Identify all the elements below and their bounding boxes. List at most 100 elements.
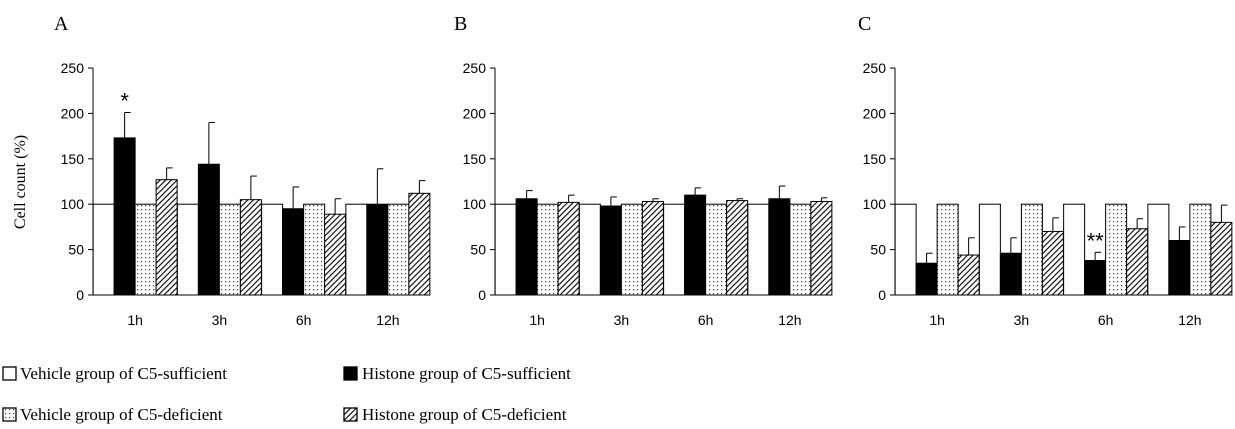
- y-tick-label: 100: [863, 196, 887, 212]
- legend-label: Histone group of C5-deficient: [362, 405, 567, 424]
- bar: [810, 200, 833, 296]
- bar: [915, 262, 938, 296]
- bar: [705, 203, 728, 296]
- bar: [1210, 221, 1233, 296]
- x-tick-label: 12h: [376, 312, 399, 328]
- legend-item: Vehicle group of C5-deficient: [2, 405, 223, 424]
- legend-label: Vehicle group of C5-sufficient: [20, 364, 227, 383]
- x-tick-label: 3h: [614, 312, 630, 328]
- panel-b: B 0 50 100 150 200 250 1h 3h 6h 12h: [454, 13, 833, 328]
- y-tick-label: 250: [863, 60, 887, 76]
- y-tick-label: 50: [470, 242, 486, 258]
- bar: [726, 200, 749, 296]
- x-tick-label: 3h: [1014, 312, 1030, 328]
- x-tick-label: 3h: [212, 312, 228, 328]
- bar: [1020, 203, 1043, 296]
- bar: [345, 203, 368, 296]
- panel-letter: C: [858, 13, 871, 35]
- bar: [387, 203, 410, 296]
- bar: [999, 252, 1022, 296]
- y-tick-label: 50: [870, 242, 886, 258]
- y-tick-label: 150: [61, 151, 85, 167]
- bar: [239, 199, 262, 296]
- bar: [408, 192, 431, 296]
- legend-swatch-black: [343, 366, 358, 381]
- x-tick-label: 1h: [929, 312, 945, 328]
- bar: [515, 198, 538, 296]
- y-tick-label: 0: [76, 287, 84, 303]
- bar: [92, 203, 115, 296]
- bar: [113, 137, 136, 296]
- bar: [768, 198, 791, 296]
- legend-swatch-hatch: [343, 407, 358, 422]
- bar: [936, 203, 959, 296]
- bar: [663, 203, 686, 296]
- y-tick-label: 50: [68, 242, 84, 258]
- x-tick-label: 12h: [1178, 312, 1201, 328]
- bar: [957, 254, 980, 296]
- panel-a: A 0 50 100 150 200 250 1h 3h 6h 12h *: [54, 13, 431, 328]
- bar: [218, 203, 241, 296]
- legend-item: Vehicle group of C5-sufficient: [2, 364, 227, 383]
- bar: [303, 203, 326, 296]
- bar: [747, 203, 770, 296]
- bar: [261, 203, 284, 296]
- panel-c: C 0 50 100 150 200 250 1h 3h 6h 12h **: [858, 13, 1233, 328]
- y-tick-label: 250: [61, 60, 85, 76]
- y-tick-label: 250: [463, 60, 487, 76]
- x-tick-label: 1h: [529, 312, 545, 328]
- legend-label: Histone group of C5-sufficient: [362, 364, 571, 383]
- bar: [176, 203, 199, 296]
- bar: [684, 194, 707, 296]
- y-tick-label: 200: [863, 105, 887, 121]
- x-tick-label: 6h: [296, 312, 312, 328]
- bar: [324, 213, 347, 296]
- bar: [1063, 203, 1086, 296]
- significance-marker: *: [120, 88, 129, 113]
- significance-marker: **: [1087, 228, 1105, 253]
- legend-label: Vehicle group of C5-deficient: [20, 405, 223, 424]
- legend: Vehicle group of C5-sufficient Histone g…: [2, 364, 571, 424]
- bar: [134, 203, 157, 296]
- bar: [1168, 240, 1191, 296]
- x-tick-label: 6h: [1098, 312, 1114, 328]
- bar: [978, 203, 1001, 296]
- x-tick-label: 6h: [698, 312, 714, 328]
- legend-swatch-white: [2, 366, 17, 381]
- bar: [536, 203, 559, 296]
- y-tick-label: 0: [878, 287, 886, 303]
- legend-item: Histone group of C5-deficient: [343, 405, 567, 424]
- bar: [282, 208, 305, 296]
- bar: [1084, 259, 1107, 296]
- x-tick-label: 12h: [778, 312, 801, 328]
- bar: [494, 203, 517, 296]
- bar: [1041, 230, 1064, 296]
- bar: [641, 200, 664, 296]
- legend-swatch-dots: [2, 407, 17, 422]
- bar: [894, 203, 917, 296]
- bar: [155, 179, 178, 296]
- y-tick-label: 150: [863, 151, 887, 167]
- bar: [578, 203, 601, 296]
- y-axis-label: Cell count (%): [12, 135, 29, 229]
- y-tick-label: 200: [61, 105, 85, 121]
- y-tick-label: 100: [463, 196, 487, 212]
- bar: [1126, 228, 1149, 296]
- panel-letter: B: [454, 13, 467, 35]
- bar: [1189, 203, 1212, 296]
- y-tick-label: 100: [61, 196, 85, 212]
- bar: [197, 163, 220, 296]
- panel-letter: A: [54, 13, 69, 35]
- bar: [557, 201, 580, 296]
- bar: [599, 205, 622, 296]
- y-tick-label: 150: [463, 151, 487, 167]
- y-tick-label: 200: [463, 105, 487, 121]
- bar: [1147, 203, 1170, 296]
- bar: [620, 203, 643, 296]
- y-tick-label: 0: [478, 287, 486, 303]
- bar: [366, 203, 389, 296]
- bar: [789, 203, 812, 296]
- x-tick-label: 1h: [127, 312, 143, 328]
- legend-item: Histone group of C5-sufficient: [343, 364, 571, 383]
